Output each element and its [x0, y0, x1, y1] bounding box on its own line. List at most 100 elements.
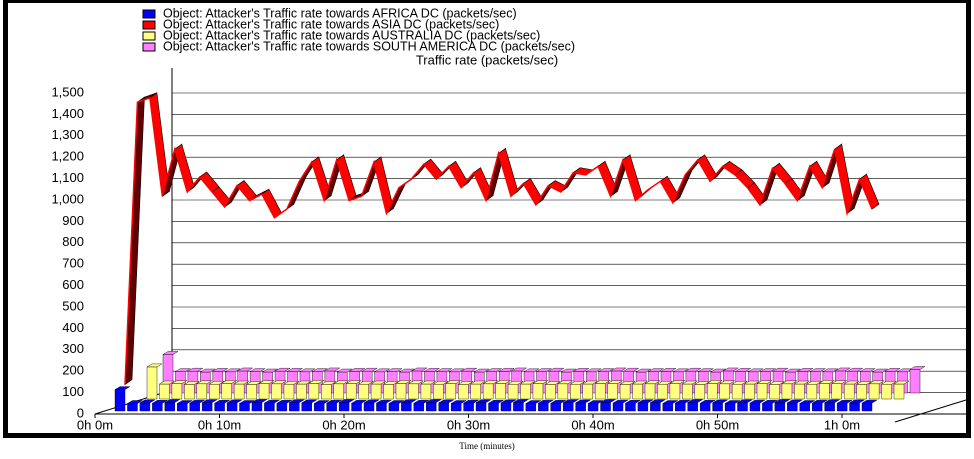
- bar: [363, 402, 375, 412]
- bar-top: [550, 400, 567, 404]
- bar-top: [420, 380, 437, 385]
- bar: [184, 384, 195, 400]
- bar-top: [809, 368, 827, 372]
- bar-top: [176, 400, 193, 404]
- bar: [724, 403, 736, 412]
- bar: [351, 403, 362, 412]
- bar: [251, 402, 263, 412]
- bar-top: [498, 368, 515, 372]
- bar-top: [535, 368, 553, 372]
- bar: [682, 383, 693, 400]
- bar-top: [398, 368, 416, 373]
- bar-top: [624, 400, 642, 404]
- bar: [707, 383, 718, 400]
- bar-top: [834, 367, 852, 372]
- bar: [525, 403, 537, 412]
- bar-top: [532, 380, 549, 384]
- bar-top: [880, 381, 898, 385]
- bar-top: [423, 368, 441, 372]
- bar-top: [612, 399, 629, 404]
- bar-top: [233, 380, 250, 385]
- x-tick-label: 0h 0m: [77, 417, 113, 432]
- bar: [787, 402, 798, 412]
- bar-top: [295, 380, 313, 385]
- bar-top: [861, 399, 878, 404]
- bar-top: [382, 381, 400, 385]
- bar: [699, 403, 711, 412]
- bar-top: [238, 400, 256, 404]
- y-tick-label: 1,100: [51, 170, 84, 185]
- bar-top: [224, 368, 241, 373]
- y-tick-label: 900: [62, 213, 84, 228]
- bar: [669, 383, 681, 400]
- bar-top: [649, 399, 667, 403]
- bar-top: [436, 368, 453, 372]
- line: [124, 96, 873, 385]
- legend-label: Object: Attacker's Traffic rate towards …: [163, 17, 499, 31]
- x-tick-label: 0h 50m: [696, 417, 739, 432]
- bar-top: [823, 399, 841, 403]
- bar-top: [212, 368, 229, 372]
- bar: [458, 384, 469, 400]
- bar-top: [288, 399, 306, 403]
- bar: [146, 366, 158, 400]
- bar-top: [311, 368, 329, 372]
- bar-top: [373, 368, 391, 373]
- bar-top: [848, 399, 866, 404]
- bar-top: [799, 400, 816, 404]
- bar-top: [836, 400, 853, 404]
- chart-title: Traffic rate (packets/sec): [416, 52, 558, 67]
- bar-top: [274, 367, 291, 372]
- bar: [196, 383, 208, 400]
- bar: [719, 383, 730, 400]
- bar-top: [413, 400, 430, 404]
- bar-top: [544, 381, 562, 385]
- bar-top: [724, 400, 741, 404]
- bar-top: [395, 380, 412, 384]
- bar-top: [245, 381, 263, 385]
- bar-top: [188, 399, 206, 404]
- bar-top: [407, 380, 425, 385]
- y-tick-label: 300: [62, 341, 84, 356]
- bar-top: [749, 399, 766, 404]
- bar-top: [174, 368, 192, 372]
- bar: [868, 383, 880, 400]
- bar-top: [557, 380, 574, 385]
- bar-top: [587, 400, 604, 404]
- floor-edge: [894, 399, 967, 423]
- bar-top: [736, 399, 754, 403]
- bar: [812, 402, 823, 412]
- bar-top: [743, 380, 761, 385]
- bar: [538, 402, 549, 412]
- bar-top: [525, 400, 542, 404]
- bar-top: [425, 399, 442, 403]
- bar-top: [370, 380, 387, 385]
- bar-top: [843, 380, 860, 385]
- bar: [383, 384, 394, 400]
- bar-top: [847, 367, 864, 372]
- y-tick-label: 1,200: [51, 149, 84, 164]
- bar-top: [631, 380, 649, 385]
- bar-top: [510, 367, 528, 372]
- legend-swatch: [142, 42, 156, 52]
- bar: [744, 383, 755, 400]
- bar: [301, 402, 312, 412]
- bar: [557, 383, 569, 400]
- bar-top: [694, 381, 711, 385]
- bar-top: [793, 380, 811, 385]
- bar: [314, 403, 325, 412]
- bar-top: [573, 368, 590, 372]
- bar: [445, 383, 456, 400]
- bar: [152, 403, 163, 412]
- bar-top: [909, 366, 926, 370]
- bar-top: [637, 399, 654, 404]
- bar-top: [500, 399, 517, 404]
- bar: [171, 383, 183, 400]
- y-tick-label: 700: [62, 256, 84, 271]
- bar-top: [759, 368, 777, 372]
- bar-top: [781, 380, 798, 385]
- bar: [139, 402, 151, 412]
- y-tick-label: 1,300: [51, 127, 84, 142]
- bar-top: [261, 368, 279, 373]
- bar-top: [606, 380, 624, 384]
